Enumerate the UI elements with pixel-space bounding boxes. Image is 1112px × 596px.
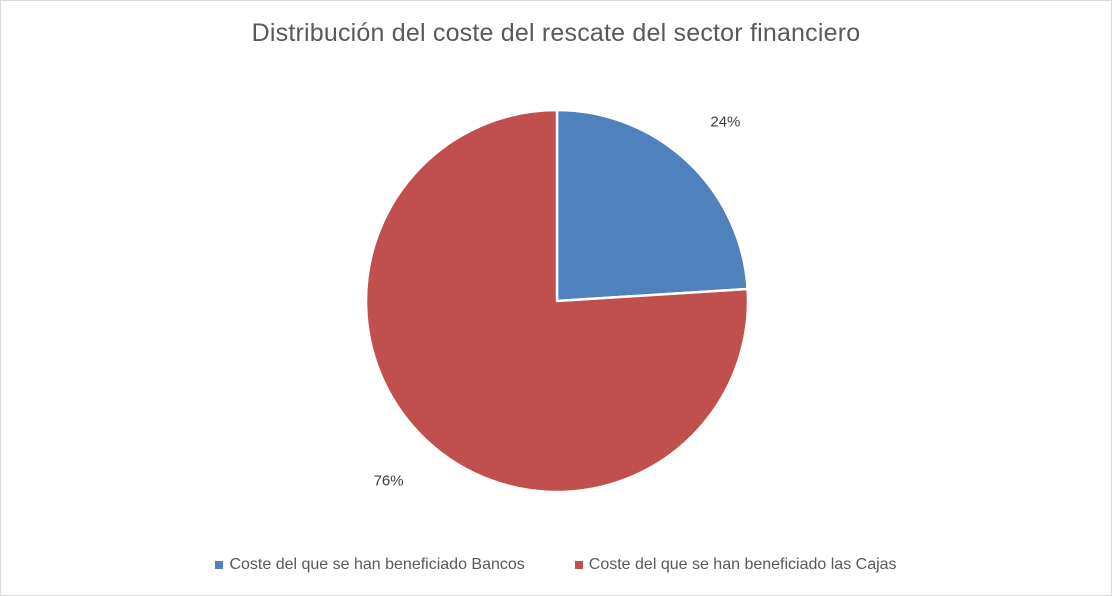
chart-title: Distribución del coste del rescate del s… (251, 19, 861, 47)
legend: Coste del que se han beneficiado Bancos … (1, 556, 1111, 574)
legend-entry-cajas: Coste del que se han beneficiado las Caj… (574, 556, 897, 574)
legend-label-bancos: Coste del que se han beneficiado Bancos (229, 556, 525, 573)
legend-label-cajas: Coste del que se han beneficiado las Caj… (588, 556, 897, 573)
pie-slice-cajas (364, 108, 750, 494)
legend-swatch-bancos (215, 561, 224, 569)
legend-swatch-cajas (574, 561, 583, 569)
pie-slice-bancos (555, 108, 749, 303)
legend-entry-bancos: Coste del que se han beneficiado Bancos (215, 556, 525, 574)
data-label-bancos: 24% (710, 114, 740, 131)
data-label-cajas: 76% (374, 472, 404, 489)
